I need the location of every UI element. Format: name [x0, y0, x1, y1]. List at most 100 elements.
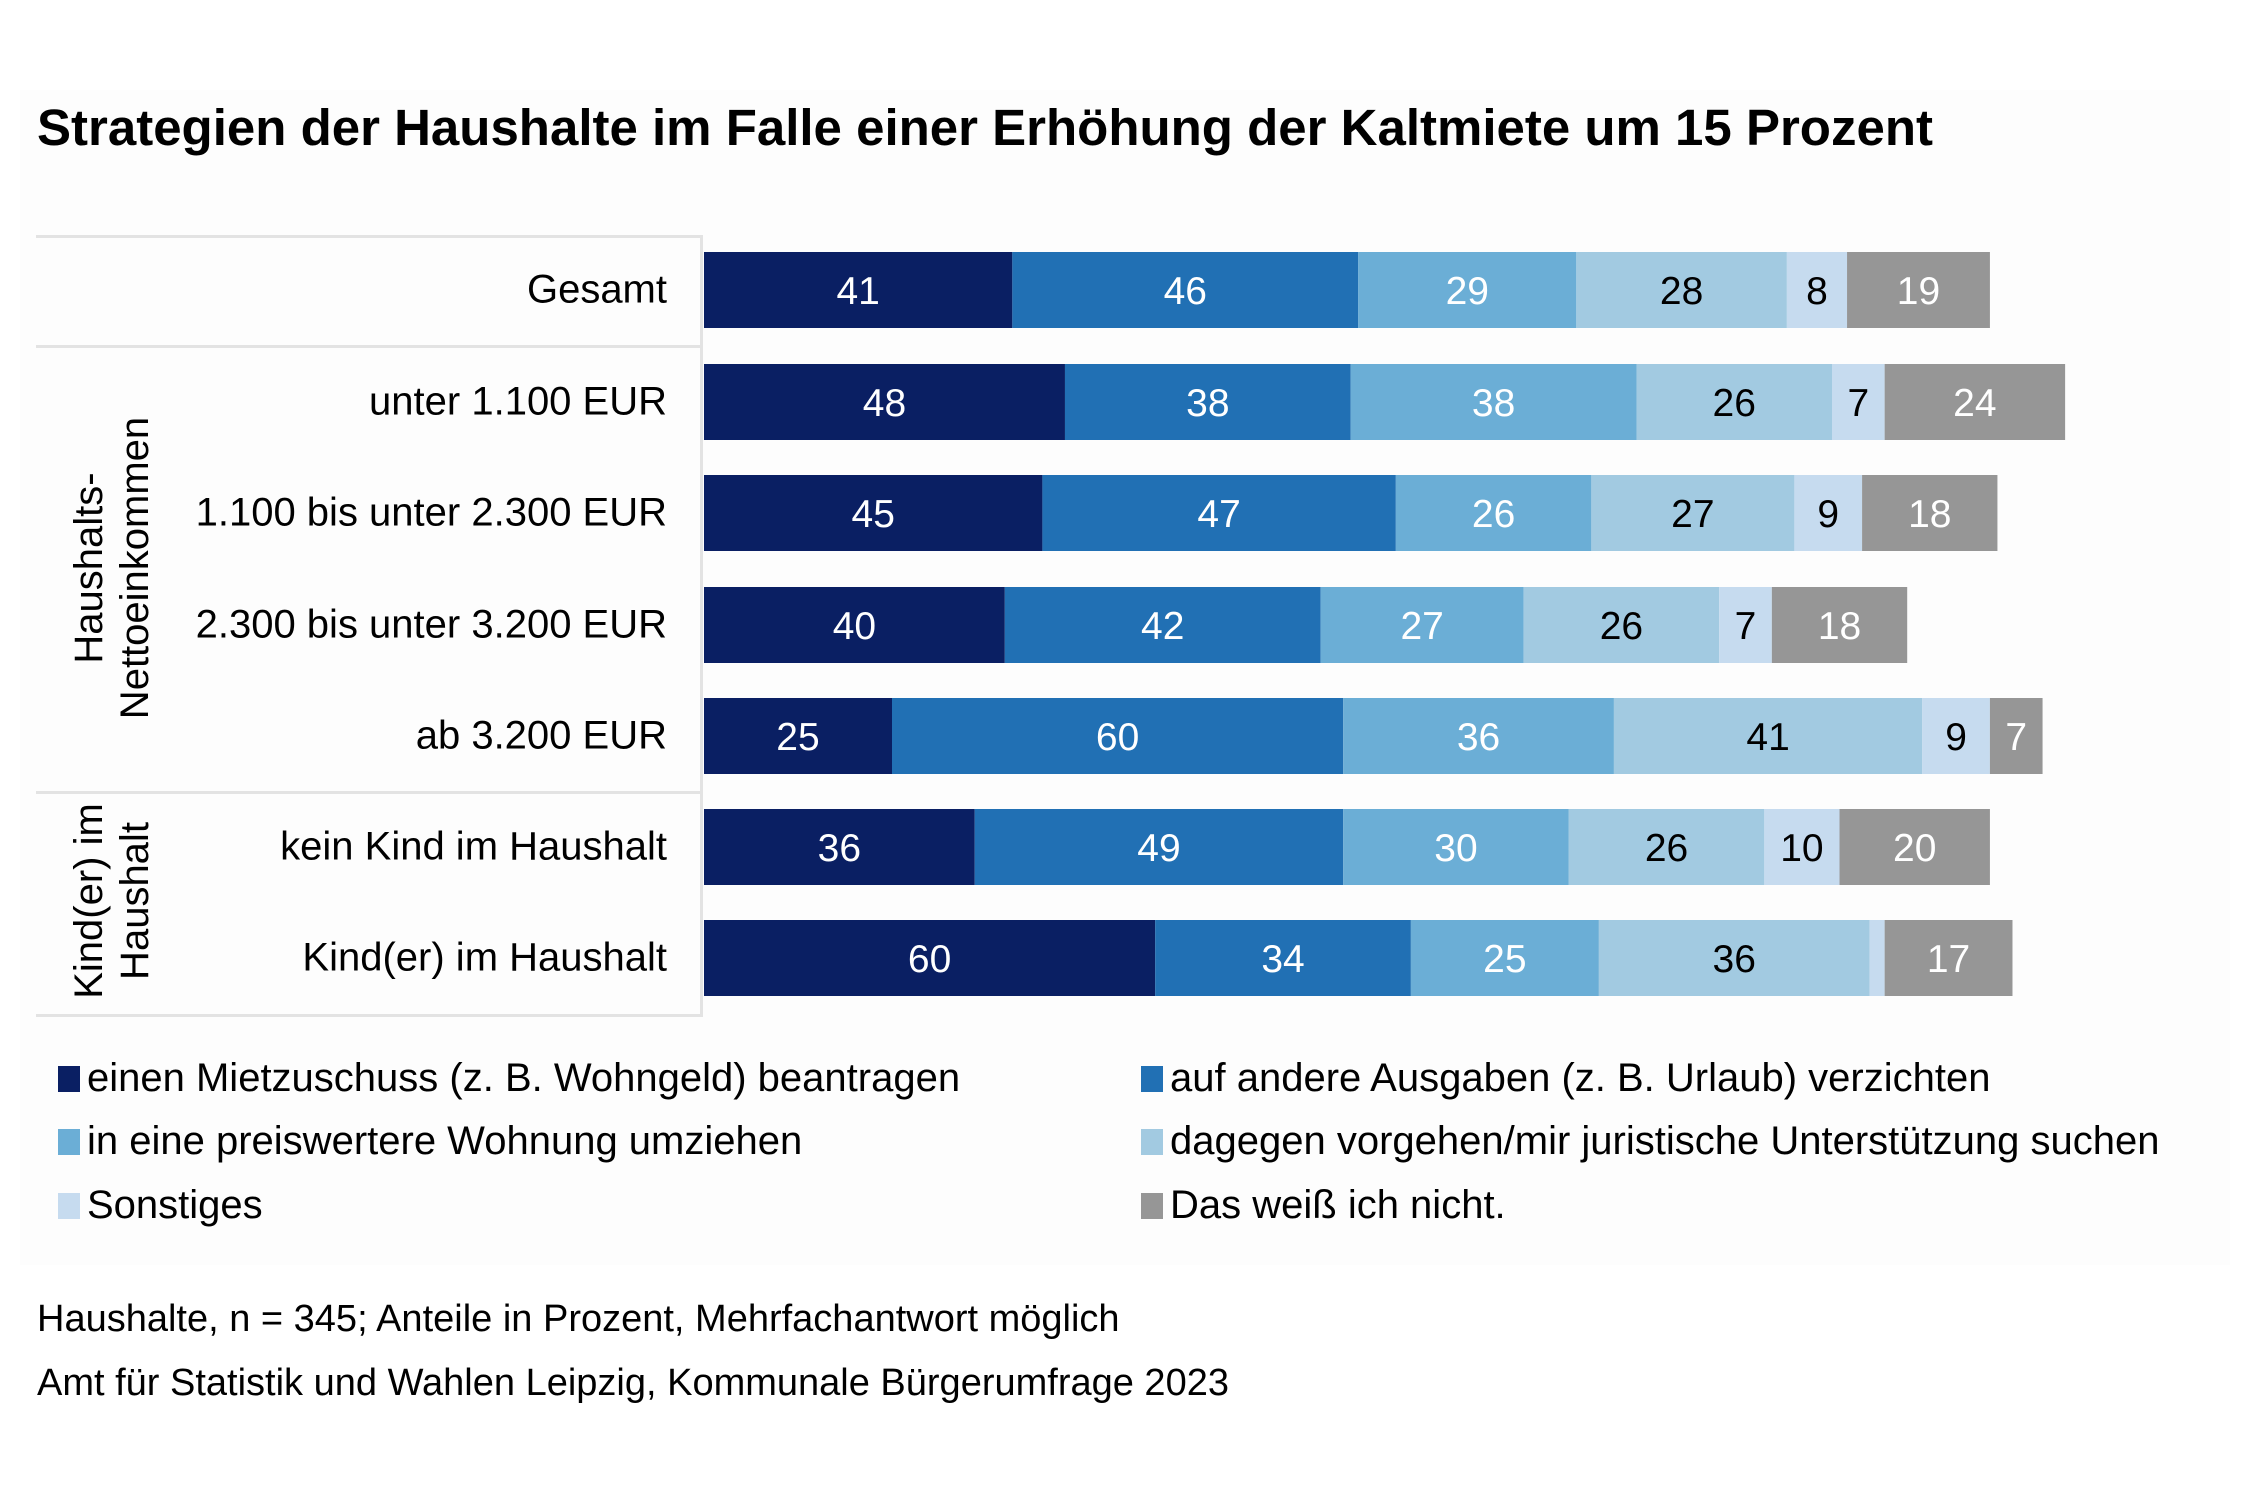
- bar-row: 36 49 30 26 10 20: [704, 809, 1990, 885]
- data-label: 40: [833, 605, 876, 648]
- data-label: 60: [1096, 716, 1139, 759]
- data-label: 30: [1434, 827, 1477, 870]
- legend-item-other-expenses: auf andere Ausgaben (z. B. Urlaub) verzi…: [1141, 1056, 1990, 1101]
- bar-segment: [1786, 252, 1848, 328]
- label-table-right-border: [700, 235, 703, 1017]
- bar-segment: [1598, 920, 1870, 996]
- chart-title: Strategien der Haushalte im Falle einer …: [37, 99, 1933, 156]
- data-label: 25: [776, 716, 819, 759]
- legend-swatch: [1141, 1192, 1163, 1219]
- label-table-top-border: [36, 235, 702, 238]
- row-label-income-2300-3200: 2.300 bis unter 3.200 EUR: [195, 602, 667, 647]
- legend-swatch: [58, 1065, 80, 1092]
- legend-label: dagegen vorgehen/mir juristische Unterst…: [1170, 1119, 2160, 1163]
- bar-segment: [1042, 475, 1396, 551]
- bar-segment: [1719, 587, 1772, 663]
- bar-segment: [1568, 809, 1765, 885]
- bar-segment: [1862, 475, 1998, 551]
- bar-segment: [704, 698, 892, 774]
- bar-row: 48 38 38 26 7 24: [704, 364, 2066, 440]
- legend-swatch: [1141, 1065, 1163, 1092]
- data-label: 17: [1927, 938, 1970, 981]
- data-label: 19: [1897, 270, 1940, 313]
- bar-segment: [1989, 698, 2043, 774]
- legend-item-other: Sonstiges: [58, 1183, 263, 1228]
- data-label: 42: [1141, 605, 1184, 648]
- footnote-source: Amt für Statistik und Wahlen Leipzig, Ko…: [37, 1362, 1229, 1404]
- data-label: 24: [1953, 382, 1996, 425]
- legend-item-move: in eine preiswertere Wohnung umziehen: [58, 1119, 802, 1164]
- data-label: 28: [1660, 270, 1703, 313]
- group-separator-children: [36, 791, 702, 794]
- bar-segment: [1358, 252, 1577, 328]
- data-label: 18: [1818, 605, 1861, 648]
- data-label: 25: [1483, 938, 1526, 981]
- data-label: 46: [1164, 270, 1207, 313]
- bar-segment: [704, 809, 975, 885]
- data-label: 20: [1893, 827, 1936, 870]
- bar-row: 25 60 36 41 9 7: [704, 698, 2043, 774]
- data-label: 7: [2005, 716, 2027, 759]
- data-label: 36: [818, 827, 861, 870]
- bar-segment: [1350, 364, 1637, 440]
- data-label: 26: [1645, 827, 1688, 870]
- bar-segment: [1922, 698, 1990, 774]
- bar-row: 45 47 26 27 9 18: [704, 475, 1998, 551]
- legend-swatch: [58, 1192, 80, 1219]
- bar-segment: [704, 252, 1013, 328]
- data-label: 7: [1735, 605, 1757, 648]
- bar-segment: [1523, 587, 1720, 663]
- bar-segment: [892, 698, 1344, 774]
- data-label: 27: [1671, 493, 1714, 536]
- legend-item-dont-know: Das weiß ich nicht.: [1141, 1183, 1506, 1228]
- bar-segment: [1012, 252, 1359, 328]
- row-label-no-children: kein Kind im Haushalt: [280, 824, 667, 869]
- bar-segment: [704, 587, 1005, 663]
- bar-segment: [1064, 364, 1351, 440]
- bar-row: 60 34 25 36 17: [704, 920, 2013, 996]
- bar-segment: [1764, 809, 1840, 885]
- data-label: 27: [1400, 605, 1443, 648]
- legend-item-rent-subsidy: einen Mietzuschuss (z. B. Wohngeld) bean…: [58, 1056, 960, 1101]
- bar-segment: [1395, 475, 1592, 551]
- legend-swatch: [58, 1128, 80, 1155]
- row-label-income-over-3200: ab 3.200 EUR: [415, 713, 667, 758]
- legend-label: einen Mietzuschuss (z. B. Wohngeld) bean…: [87, 1056, 961, 1100]
- bar-segment: [974, 809, 1344, 885]
- legend-item-legal-action: dagegen vorgehen/mir juristische Unterst…: [1141, 1119, 2159, 1164]
- legend-label: auf andere Ausgaben (z. B. Urlaub) verzi…: [1170, 1056, 1991, 1100]
- data-label: 36: [1457, 716, 1500, 759]
- bar-segment: [1884, 364, 2066, 440]
- bar-segment: [704, 920, 1156, 996]
- bar-segment: [1839, 809, 1990, 885]
- data-label: 47: [1197, 493, 1240, 536]
- bar-segment: [1004, 587, 1321, 663]
- data-label: 45: [852, 493, 895, 536]
- data-label: 7: [1847, 382, 1869, 425]
- data-label: 49: [1137, 827, 1180, 870]
- data-label: 18: [1908, 493, 1951, 536]
- data-label: 26: [1600, 605, 1643, 648]
- row-label-income-1100-2300: 1.100 bis unter 2.300 EUR: [195, 490, 667, 535]
- data-label: 38: [1472, 382, 1515, 425]
- legend-swatch: [1141, 1128, 1163, 1155]
- label-table-bottom-border: [36, 1014, 702, 1017]
- legend-label: Sonstiges: [87, 1183, 263, 1227]
- data-label: 26: [1713, 382, 1756, 425]
- bar-segment: [1591, 475, 1795, 551]
- legend-label: Das weiß ich nicht.: [1170, 1183, 1506, 1227]
- bar-segment: [1320, 587, 1524, 663]
- bar-segment: [704, 364, 1065, 440]
- bar-segment: [1155, 920, 1411, 996]
- bar-segment: [1847, 252, 1990, 328]
- data-label: 10: [1780, 827, 1823, 870]
- data-label: 9: [1817, 493, 1839, 536]
- data-label: 48: [863, 382, 906, 425]
- bar-segment: [704, 475, 1043, 551]
- bar-segment: [1343, 698, 1614, 774]
- bar-segment: [1613, 698, 1923, 774]
- data-label: 8: [1806, 270, 1828, 313]
- bar-segment: [1869, 920, 1885, 996]
- data-label: 41: [836, 270, 879, 313]
